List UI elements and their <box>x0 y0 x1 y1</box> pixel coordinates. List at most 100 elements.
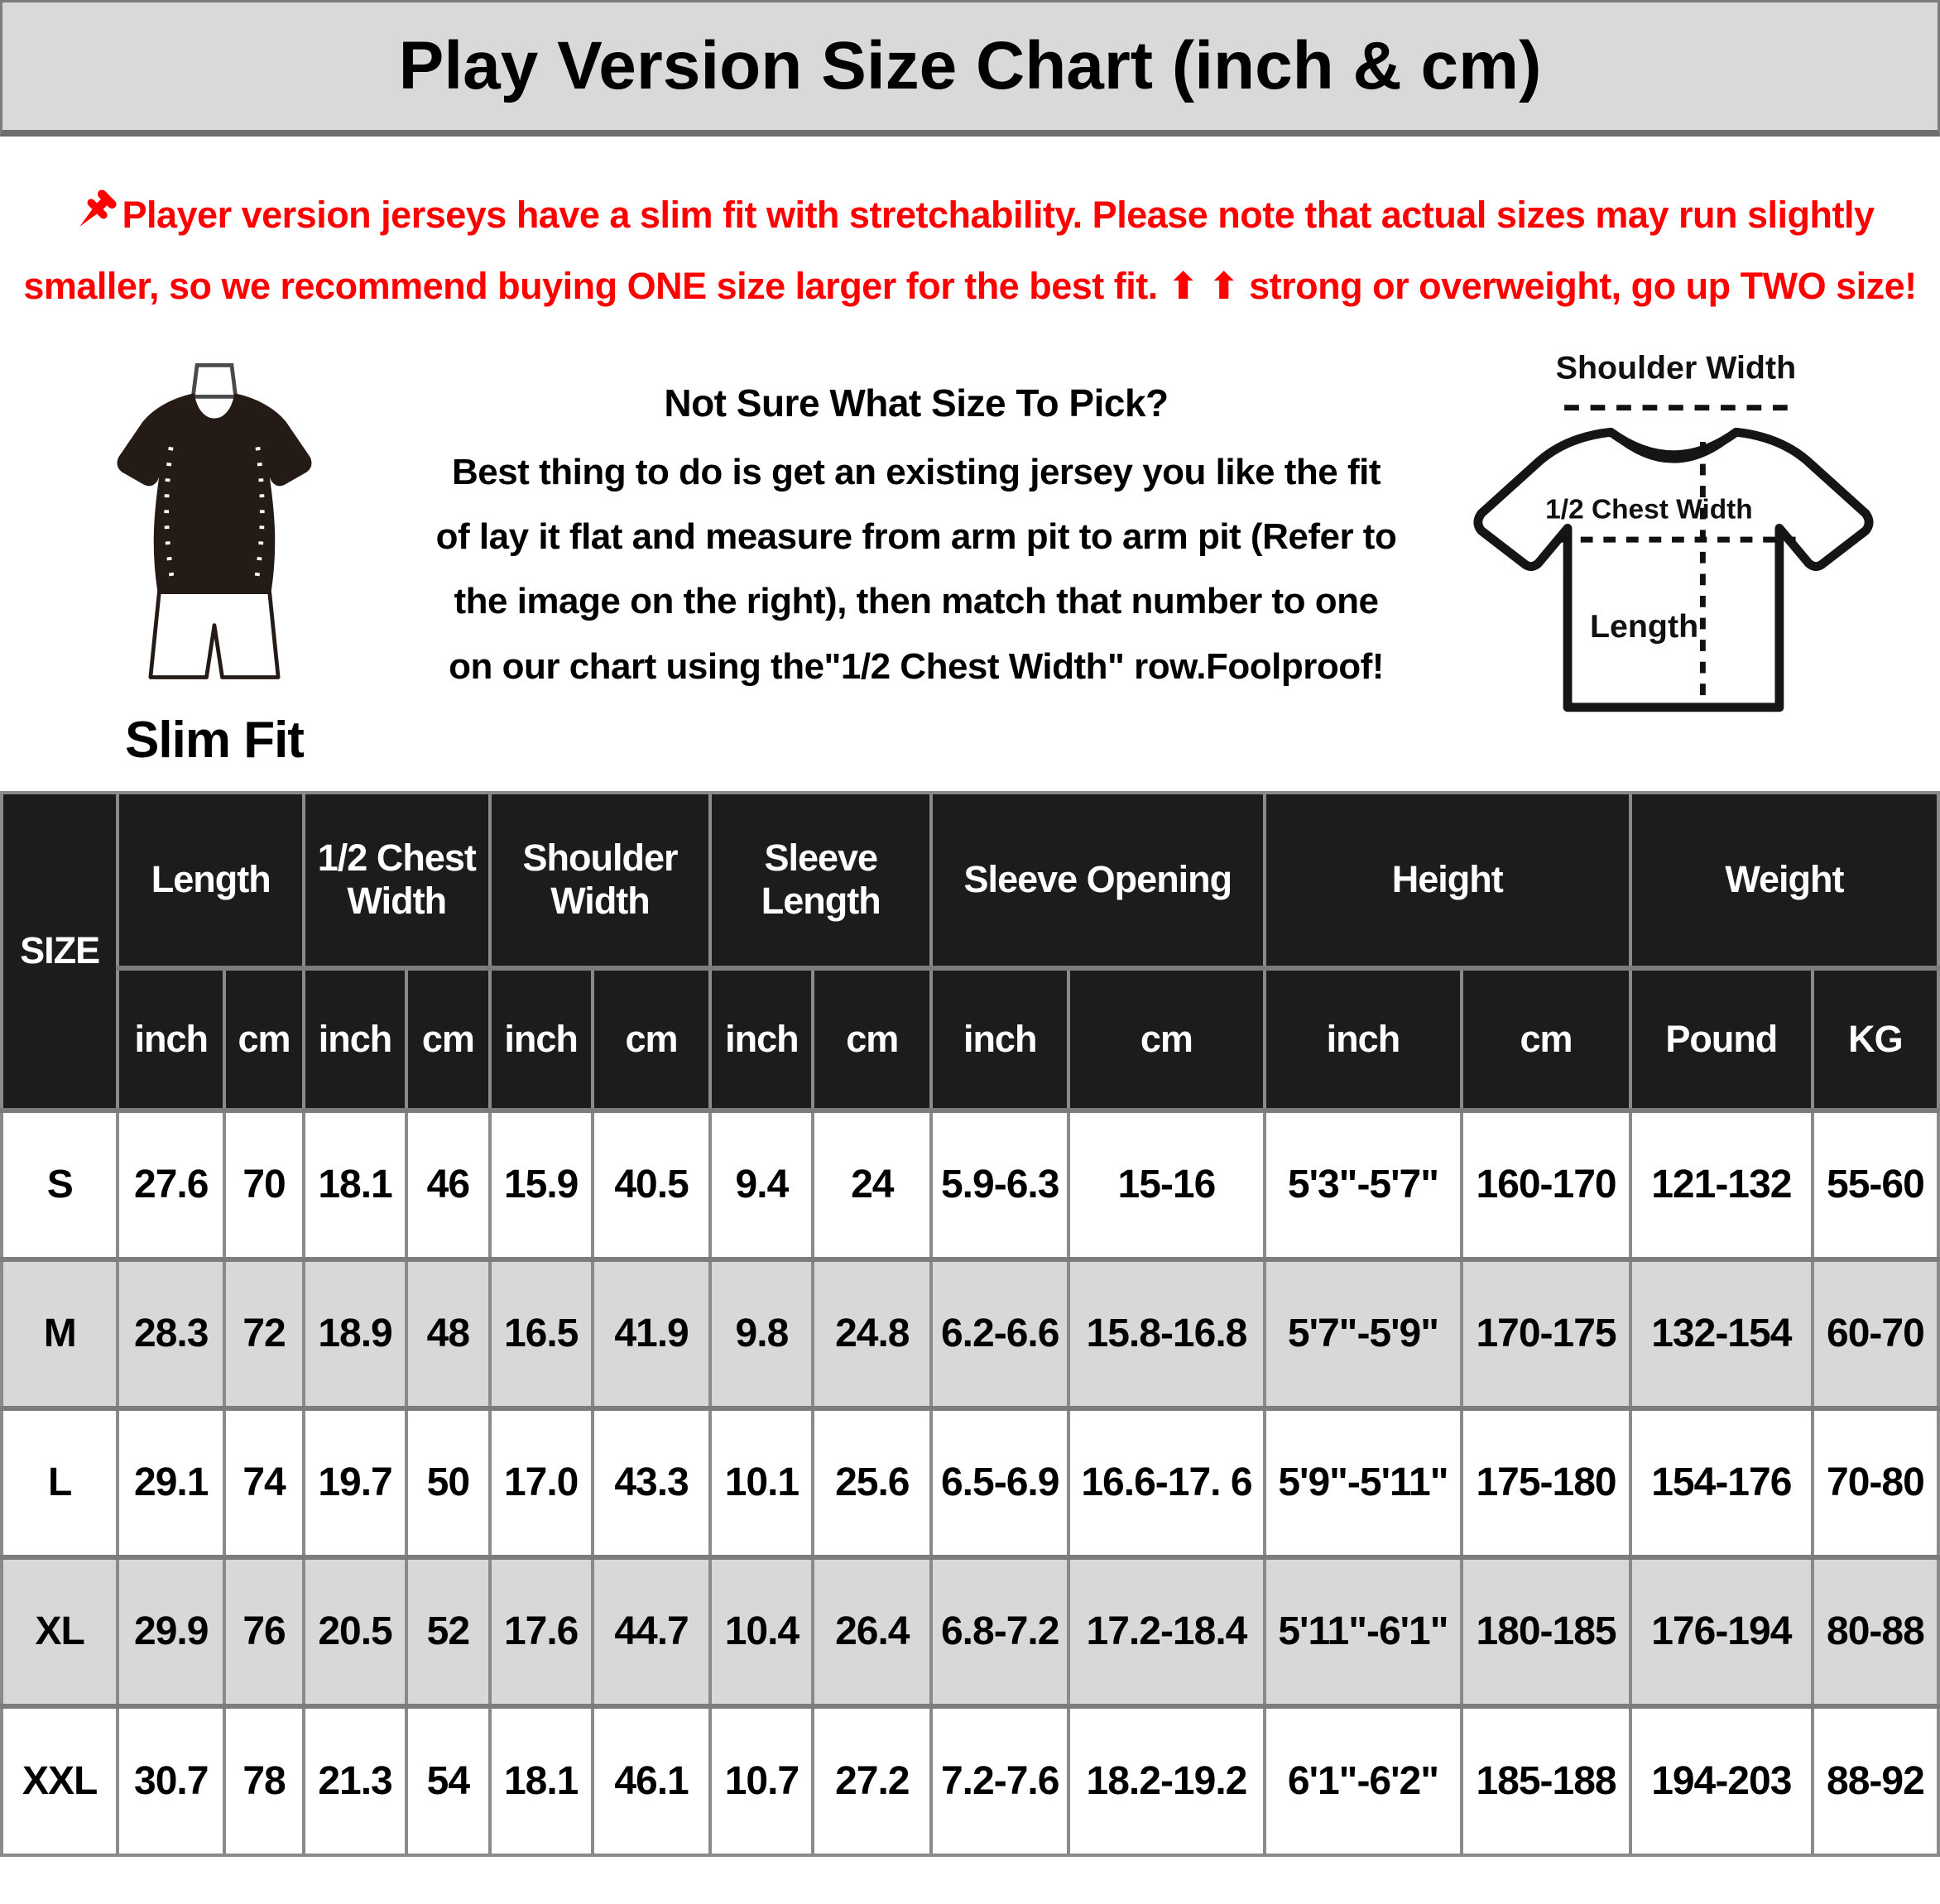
value-cell: 16.6-17. 6 <box>1067 1406 1266 1559</box>
value-cell: 72 <box>223 1257 306 1410</box>
value-cell: 6'1"-6'2" <box>1262 1704 1464 1857</box>
value-cell: 19.7 <box>302 1406 409 1559</box>
value-cell: 41.9 <box>590 1257 713 1410</box>
value-cell: 40.5 <box>590 1108 713 1261</box>
slim-fit-figure: Slim Fit <box>20 343 409 770</box>
value-cell: 21.3 <box>302 1704 409 1857</box>
unit-sleeveopen-inch: inch <box>929 966 1071 1112</box>
unit-height-cm: cm <box>1460 966 1632 1112</box>
value-cell: 15.8-16.8 <box>1067 1257 1266 1410</box>
value-cell: 18.1 <box>302 1108 409 1261</box>
value-cell: 9.4 <box>708 1108 815 1261</box>
value-cell: 52 <box>405 1555 492 1708</box>
fit-warning-text: Player version jerseys have a slim fit w… <box>23 194 1917 308</box>
value-cell: 176-194 <box>1628 1555 1814 1708</box>
value-cell: 50 <box>405 1406 492 1559</box>
value-cell: 76 <box>223 1555 306 1708</box>
size-cell: XL <box>0 1555 120 1708</box>
unit-sleevelen-cm: cm <box>811 966 934 1112</box>
unit-shoulder-inch: inch <box>487 966 594 1112</box>
value-cell: 74 <box>223 1406 306 1559</box>
size-cell: M <box>0 1257 120 1410</box>
size-cell: XXL <box>0 1704 120 1857</box>
value-cell: 5'7"-5'9" <box>1262 1257 1464 1410</box>
value-cell: 5'9"-5'11" <box>1262 1406 1464 1559</box>
value-cell: 88-92 <box>1810 1704 1940 1857</box>
half-chest-width-label: 1/2 Chest Width <box>1545 494 1753 525</box>
slim-fit-illustration <box>117 362 312 679</box>
col-header-shoulder: Shoulder Width <box>487 790 713 970</box>
value-cell: 9.8 <box>708 1257 815 1410</box>
tshirt-diagram: Shoulder Width 1/2 Chest Width Length <box>1424 343 1920 754</box>
unit-length-cm: cm <box>223 966 306 1112</box>
value-cell: 78 <box>223 1704 306 1857</box>
fit-warning: Player version jerseys have a slim fit w… <box>0 137 1940 336</box>
value-cell: 18.2-19.2 <box>1067 1704 1266 1857</box>
value-cell: 7.2-7.6 <box>929 1704 1071 1857</box>
value-cell: 27.6 <box>116 1108 227 1261</box>
header-row-units: inch cm inch cm inch cm inch cm inch cm … <box>2 966 1940 1112</box>
value-cell: 185-188 <box>1460 1704 1632 1857</box>
unit-chest-cm: cm <box>405 966 492 1112</box>
value-cell: 5.9-6.3 <box>929 1108 1071 1261</box>
value-cell: 154-176 <box>1628 1406 1814 1559</box>
value-cell: 26.4 <box>811 1555 934 1708</box>
value-cell: 70 <box>223 1108 306 1261</box>
tshirt-diagram-drawing: Shoulder Width 1/2 Chest Width Length <box>1473 349 1874 712</box>
value-cell: 43.3 <box>590 1406 713 1559</box>
value-cell: 80-88 <box>1810 1555 1940 1708</box>
value-cell: 17.2-18.4 <box>1067 1555 1266 1708</box>
value-cell: 160-170 <box>1460 1108 1632 1261</box>
col-header-sleeve-length: Sleeve Length <box>708 790 934 970</box>
value-cell: 5'11"-6'1" <box>1262 1555 1464 1708</box>
value-cell: 48 <box>405 1257 492 1410</box>
header-row-groups: SIZE Length 1/2 Chest Width Shoulder Wid… <box>0 790 1940 1112</box>
value-cell: 5'3"-5'7" <box>1262 1108 1464 1261</box>
unit-chest-inch: inch <box>302 966 409 1112</box>
instructions-heading: Not Sure What Size To Pick? <box>664 381 1169 424</box>
value-cell: 29.9 <box>116 1555 227 1708</box>
instructions-body: Best thing to do is get an existing jers… <box>435 451 1397 687</box>
size-cell: S <box>0 1108 120 1261</box>
col-header-size: SIZE <box>0 790 120 1112</box>
value-cell: 6.5-6.9 <box>929 1406 1071 1559</box>
table-row-l: L 29.1 74 19.7 50 17.0 43.3 10.1 25.6 6.… <box>0 1406 1940 1559</box>
value-cell: 10.1 <box>708 1406 815 1559</box>
value-cell: 175-180 <box>1460 1406 1632 1559</box>
value-cell: 194-203 <box>1628 1704 1814 1857</box>
value-cell: 15-16 <box>1067 1108 1266 1261</box>
shoulder-width-label: Shoulder Width <box>1556 349 1796 386</box>
value-cell: 25.6 <box>811 1406 934 1559</box>
pushpin-icon <box>65 186 120 241</box>
page-title: Play Version Size Chart (inch & cm) <box>398 28 1542 103</box>
value-cell: 24 <box>811 1108 934 1261</box>
value-cell: 15.9 <box>487 1108 594 1261</box>
table-row-s: S 27.6 70 18.1 46 15.9 40.5 9.4 24 5.9-6… <box>0 1108 1940 1261</box>
unit-weight-kg: KG <box>1810 966 1940 1112</box>
size-table: SIZE Length 1/2 Chest Width Shoulder Wid… <box>0 790 1940 1857</box>
value-cell: 17.6 <box>487 1555 594 1708</box>
col-header-height: Height <box>1262 790 1632 970</box>
length-label: Length <box>1590 608 1698 645</box>
value-cell: 10.7 <box>708 1704 815 1857</box>
size-chart-page: Play Version Size Chart (inch & cm) Play… <box>0 0 1940 1857</box>
value-cell: 70-80 <box>1810 1406 1940 1559</box>
unit-weight-pound: Pound <box>1628 966 1814 1112</box>
slim-fit-label: Slim Fit <box>125 711 305 769</box>
value-cell: 170-175 <box>1460 1257 1632 1410</box>
value-cell: 55-60 <box>1810 1108 1940 1261</box>
col-header-weight: Weight <box>1628 790 1940 970</box>
unit-sleeveopen-cm: cm <box>1067 966 1266 1112</box>
value-cell: 54 <box>405 1704 492 1857</box>
value-cell: 46.1 <box>590 1704 713 1857</box>
value-cell: 121-132 <box>1628 1108 1814 1261</box>
value-cell: 44.7 <box>590 1555 713 1708</box>
table-row-m: M 28.3 72 18.9 48 16.5 41.9 9.8 24.8 6.2… <box>0 1257 1940 1410</box>
value-cell: 10.4 <box>708 1555 815 1708</box>
value-cell: 60-70 <box>1810 1257 1940 1410</box>
title-bar: Play Version Size Chart (inch & cm) <box>0 0 1940 137</box>
unit-shoulder-cm: cm <box>590 966 713 1112</box>
value-cell: 20.5 <box>302 1555 409 1708</box>
value-cell: 27.2 <box>811 1704 934 1857</box>
table-row-xl: XL 29.9 76 20.5 52 17.6 44.7 10.4 26.4 6… <box>0 1555 1940 1708</box>
